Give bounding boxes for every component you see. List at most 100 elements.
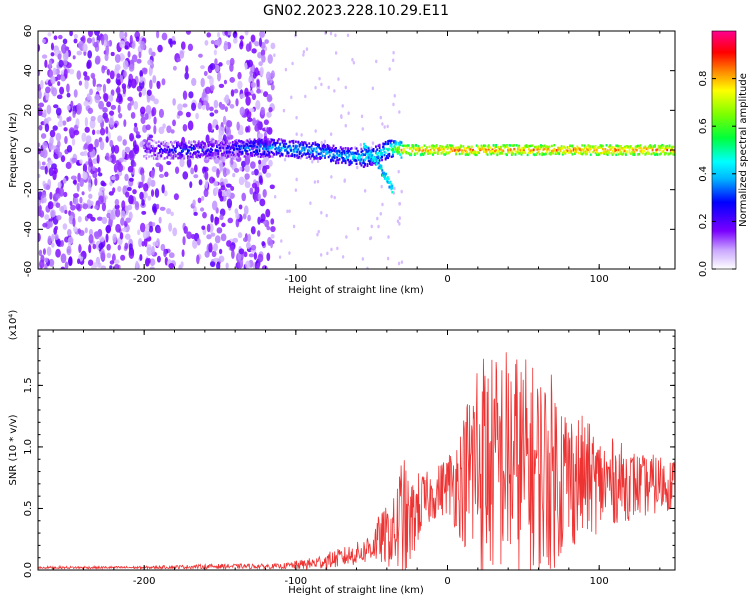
heatmap-cell (233, 153, 235, 157)
heatmap-cell (106, 252, 112, 259)
heatmap-cell (156, 144, 159, 148)
heatmap-cell (211, 148, 214, 152)
heatmap-cell (176, 141, 178, 145)
heatmap-cell (133, 100, 139, 110)
heatmap-cell (398, 216, 401, 220)
heatmap-cell (330, 194, 333, 199)
heatmap-cell (641, 150, 644, 154)
heatmap-cell (241, 192, 247, 202)
heatmap-cell (178, 144, 181, 148)
heatmap-cell (156, 227, 161, 234)
spectrogram-x-axis: -200 -100 0 100 (52, 31, 661, 285)
heatmap-cell (392, 50, 395, 55)
heatmap-cell (292, 141, 295, 145)
heatmap-cell (168, 148, 171, 151)
heatmap-cell (44, 165, 48, 175)
heatmap-cell (285, 149, 288, 152)
heatmap-cell (240, 144, 243, 148)
heatmap-cell (388, 67, 391, 71)
heatmap-cell (139, 191, 144, 200)
heatmap-cell (145, 150, 148, 154)
heatmap-cell (458, 148, 461, 152)
heatmap-cell (492, 144, 495, 147)
heatmap-cell (166, 155, 169, 159)
heatmap-cell (209, 106, 214, 112)
heatmap-cell (99, 127, 106, 136)
heatmap-cell (229, 77, 236, 83)
heatmap-cell (422, 149, 425, 152)
heatmap-cell (169, 140, 172, 144)
heatmap-cell (387, 177, 390, 181)
heatmap-cell (247, 233, 251, 243)
heatmap-cell (197, 154, 200, 157)
heatmap-cell (329, 31, 333, 36)
heatmap-cell (392, 102, 395, 107)
heatmap-cell (543, 153, 546, 156)
heatmap-cell (320, 82, 323, 87)
heatmap-cell (86, 93, 91, 101)
heatmap-cell (565, 150, 568, 154)
heatmap-cell (262, 188, 267, 198)
heatmap-cell (260, 106, 266, 116)
heatmap-cell (595, 153, 598, 156)
heatmap-cell (370, 158, 373, 161)
heatmap-cell (97, 172, 103, 177)
heatmap-cell (604, 147, 607, 151)
heatmap-cell (159, 206, 166, 211)
heatmap-cell (281, 153, 284, 156)
heatmap-cell (430, 146, 433, 149)
y-tick-label: 0 (23, 147, 34, 153)
heatmap-cell (412, 146, 415, 149)
heatmap-cell (242, 155, 245, 158)
heatmap-cell (348, 160, 351, 164)
heatmap-cell (341, 161, 343, 164)
heatmap-cell (287, 154, 290, 158)
heatmap-cell (222, 146, 225, 150)
heatmap-cell (57, 53, 62, 60)
heatmap-cell (223, 178, 228, 186)
heatmap-cell (263, 144, 266, 148)
heatmap-cell (626, 145, 629, 148)
heatmap-cell (510, 153, 513, 157)
heatmap-cell (171, 141, 174, 145)
heatmap-cell (77, 216, 82, 223)
heatmap-cell (216, 149, 218, 152)
heatmap-cell (574, 150, 576, 153)
heatmap-cell (297, 156, 300, 160)
heatmap-cell (43, 196, 47, 204)
x-tick-label: 0 (444, 576, 450, 587)
heatmap-cell (360, 150, 363, 154)
heatmap-cell (303, 141, 306, 144)
heatmap-cell (639, 150, 642, 153)
heatmap-cell (519, 152, 522, 155)
heatmap-cell (227, 217, 234, 224)
heatmap-cell (355, 152, 358, 155)
heatmap-cell (64, 261, 69, 269)
heatmap-cell (508, 148, 511, 151)
heatmap-cell (324, 156, 326, 159)
heatmap-cell (151, 144, 154, 148)
heatmap-cell (251, 141, 254, 144)
heatmap-cell (671, 147, 673, 150)
heatmap-cell (521, 149, 524, 152)
heatmap-cell (343, 178, 346, 183)
heatmap-cell (316, 179, 320, 184)
heatmap-cell (252, 71, 257, 79)
heatmap-cell (640, 149, 643, 153)
heatmap-cell (319, 147, 322, 150)
heatmap-cell (470, 145, 473, 148)
heatmap-cell (242, 144, 245, 148)
heatmap-cell (253, 252, 258, 260)
heatmap-cell (127, 50, 131, 58)
heatmap-cell (341, 104, 344, 108)
heatmap-cell (220, 233, 227, 242)
heatmap-cell (152, 139, 155, 143)
heatmap-cell (637, 144, 639, 148)
heatmap-cell (632, 151, 635, 154)
heatmap-cell (349, 147, 352, 151)
heatmap-cell (383, 125, 386, 129)
heatmap-cell (371, 149, 374, 152)
heatmap-cell (553, 147, 556, 151)
heatmap-cell (265, 164, 270, 170)
heatmap-cell (315, 150, 318, 154)
